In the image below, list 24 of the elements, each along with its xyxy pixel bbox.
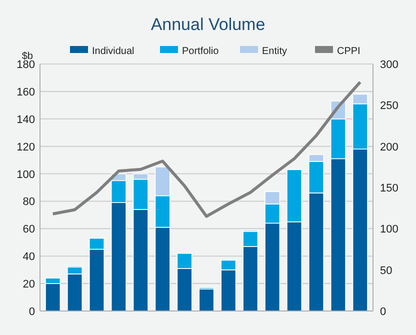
y2-tick-label: 50: [380, 264, 392, 277]
y2-tick-label: 0: [380, 306, 386, 318]
y2-tick-label: 200: [380, 141, 398, 154]
y-tick-label: 60: [22, 224, 35, 236]
y-tick-label: 20: [22, 278, 35, 291]
y2-tick-label: 150: [380, 182, 398, 194]
legend-label: Entity: [262, 46, 288, 57]
y-tick-label: 40: [22, 251, 35, 264]
y-tick-label: 100: [16, 168, 35, 181]
chart-title: Annual Volume: [150, 15, 266, 34]
legend-label: Individual: [92, 46, 134, 57]
legend-label: Portfolio: [182, 46, 220, 57]
y-tick-label: 0: [28, 306, 35, 318]
y2-tick-label: 250: [380, 100, 398, 112]
y-tick-label: 120: [16, 141, 35, 154]
line-series: [51, 80, 362, 218]
y-tick-label: 180: [16, 59, 35, 71]
y-tick-label: 80: [22, 196, 35, 208]
bar: [198, 288, 214, 312]
y2-tick-label: 100: [380, 224, 398, 236]
y2-tick-label: 300: [380, 59, 398, 71]
y-tick-label: 160: [16, 86, 35, 98]
y-tick-label: 140: [16, 114, 35, 126]
legend-label: CPPI: [337, 46, 360, 57]
